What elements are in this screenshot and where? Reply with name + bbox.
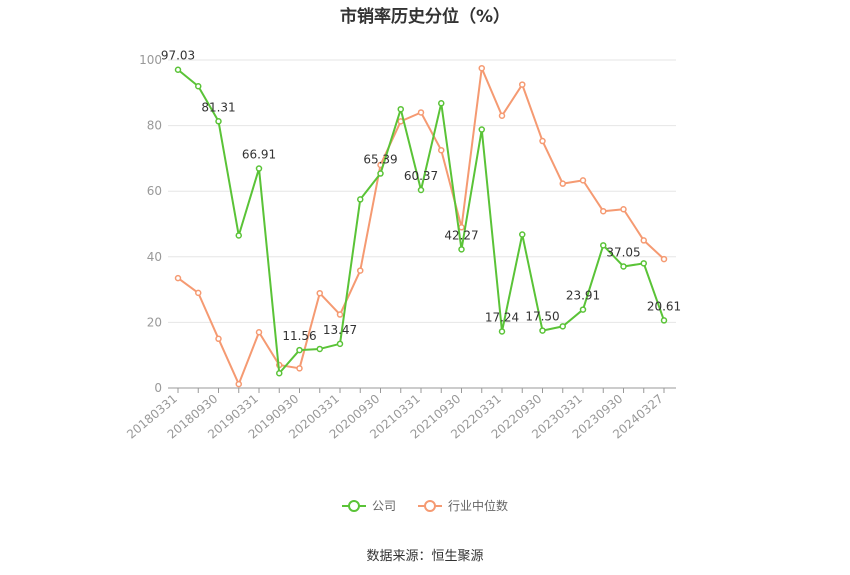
data-label-company: 42.27 xyxy=(444,228,478,242)
y-tick-label: 80 xyxy=(147,119,162,133)
data-point-company xyxy=(600,242,607,249)
data-label-company: 20.61 xyxy=(647,299,681,313)
data-label-company: 66.91 xyxy=(242,148,276,162)
data-point-company xyxy=(276,369,283,377)
data-point-company xyxy=(458,246,465,253)
data-source: 数据来源：恒生聚源 xyxy=(366,549,484,564)
data-label-company: 81.31 xyxy=(201,100,235,114)
y-tick-label: 60 xyxy=(147,184,162,198)
data-point-industry-median xyxy=(255,328,263,336)
data-point-industry-median xyxy=(235,380,242,388)
data-point-industry-median xyxy=(417,109,425,116)
data-point-company xyxy=(296,346,303,354)
data-point-industry-median xyxy=(498,112,506,120)
data-point-industry-median xyxy=(316,289,323,297)
data-point-company xyxy=(397,105,404,113)
data-label-company: 37.05 xyxy=(606,245,640,259)
y-tick-label: 0 xyxy=(154,381,162,395)
data-point-company xyxy=(559,323,566,330)
y-tick-label: 100 xyxy=(139,53,162,67)
chart-title: 市销率历史分位（%） xyxy=(339,7,511,27)
data-point-industry-median xyxy=(357,267,364,274)
data-point-industry-median xyxy=(174,274,182,282)
data-point-industry-median xyxy=(296,365,303,372)
data-point-industry-median xyxy=(640,237,647,244)
data-point-company xyxy=(579,306,587,313)
data-label-company: 17.50 xyxy=(525,310,559,324)
legend-company-marker xyxy=(341,499,366,513)
data-point-industry-median xyxy=(519,81,526,88)
data-point-industry-median xyxy=(600,207,607,215)
data-label-company: 97.03 xyxy=(161,49,195,63)
y-tick-label: 20 xyxy=(147,315,162,329)
data-point-company xyxy=(478,126,485,133)
legend-item-industry-median[interactable]: 行业中位数 xyxy=(418,497,508,514)
data-point-company xyxy=(316,345,323,353)
data-point-company xyxy=(539,327,546,334)
data-point-company xyxy=(174,66,182,73)
data-point-company xyxy=(377,170,384,177)
data-label-company: 23.91 xyxy=(566,289,600,303)
legend: 公司 行业中位数 xyxy=(0,497,850,514)
data-label-company: 13.47 xyxy=(323,323,357,337)
data-label-company: 60.37 xyxy=(404,169,438,183)
data-point-industry-median xyxy=(620,205,627,213)
data-point-industry-median xyxy=(438,146,445,154)
data-point-company xyxy=(336,340,344,348)
legend-industry-label: 行业中位数 xyxy=(448,499,509,513)
data-point-company xyxy=(195,82,202,90)
data-point-industry-median xyxy=(195,289,202,297)
data-point-company xyxy=(498,328,506,335)
series-layer xyxy=(174,64,668,388)
data-point-industry-median xyxy=(478,64,485,72)
data-point-industry-median xyxy=(215,335,222,343)
data-point-company xyxy=(519,231,526,238)
data-label-company: 17.24 xyxy=(485,310,519,324)
data-point-industry-median xyxy=(660,255,668,263)
y-tick-label: 40 xyxy=(147,250,162,264)
data-label-layer: 97.03 81.31 66.91 11.56 13.47 65.39 60.37 42.27… xyxy=(161,49,681,343)
data-point-company xyxy=(215,118,222,125)
data-point-company xyxy=(417,186,425,194)
data-label-company: 11.56 xyxy=(282,329,316,343)
legend-item-company[interactable]: 公司 xyxy=(341,497,396,514)
data-label-company: 65.39 xyxy=(363,153,397,167)
data-point-industry-median xyxy=(336,311,344,318)
data-point-company xyxy=(640,260,647,267)
data-point-company xyxy=(357,196,364,203)
data-point-company xyxy=(660,317,668,324)
data-point-industry-median xyxy=(579,177,587,184)
data-point-company xyxy=(235,232,242,239)
legend-company-label: 公司 xyxy=(371,499,396,513)
data-point-company xyxy=(255,165,263,172)
data-point-company xyxy=(438,100,445,107)
data-point-industry-median xyxy=(559,180,566,187)
data-point-industry-median xyxy=(539,137,546,145)
data-point-company xyxy=(620,263,627,270)
legend-industry-marker xyxy=(418,499,442,513)
